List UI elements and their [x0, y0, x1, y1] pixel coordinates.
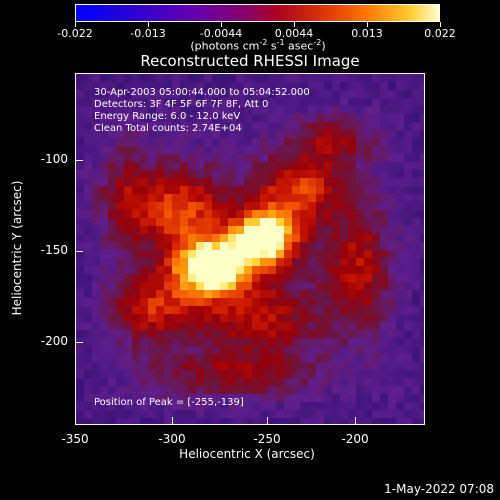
y-tick-mark: [75, 251, 83, 252]
colorbar-tick: [367, 22, 368, 27]
plot-title: Reconstructed RHESSI Image: [140, 52, 360, 70]
colorbar-tick-label: -0.022: [57, 27, 93, 40]
colorbar-tick-label: -0.0044: [199, 27, 243, 40]
x-tick-label: -300: [158, 432, 186, 446]
colorbar-tick: [440, 22, 441, 27]
x-tick-label: -350: [61, 432, 89, 446]
colorbar: [75, 4, 440, 22]
x-tick-mark: [267, 417, 268, 425]
y-tick-label: -150: [40, 243, 68, 257]
x-axis-label: Heliocentric X (arcsec): [179, 447, 315, 461]
peak-position-annotation: Position of Peak = [-255,-139]: [94, 397, 244, 408]
x-tick-label: -250: [253, 432, 281, 446]
x-tick-mark: [355, 417, 356, 425]
detectors-annotation: Detectors: 3F 4F 5F 6F 7F 8F, Att 0: [94, 99, 269, 110]
colorbar-tick-label: 0.013: [351, 27, 383, 40]
colorbar-tick-label: -0.013: [130, 27, 166, 40]
colorbar-tick-label: 0.0044: [274, 27, 314, 40]
energy-annotation: Energy Range: 6.0 - 12.0 keV: [94, 111, 241, 122]
y-tick-label: -200: [40, 334, 68, 348]
x-tick-mark: [75, 417, 76, 425]
colorbar-tick: [75, 22, 76, 27]
x-tick-mark: [172, 417, 173, 425]
y-tick-mark: [75, 160, 83, 161]
time-range-annotation: 30-Apr-2003 05:00:44.000 to 05:04:52.000: [94, 87, 310, 98]
colorbar-units: (photons cm-2 s-1 asec-2): [190, 38, 326, 53]
y-axis-label: Heliocentric Y (arcsec): [10, 180, 24, 316]
heatmap-cells: [76, 74, 424, 424]
y-tick-label: -100: [40, 152, 68, 166]
heatmap-image: [76, 74, 424, 424]
colorbar-tick-label: 0.022: [424, 27, 456, 40]
y-tick-mark: [75, 342, 83, 343]
colorbar-tick: [221, 22, 222, 27]
rhessi-image: 30-Apr-2003 05:00:44.000 to 05:04:52.000…: [75, 73, 425, 425]
colorbar-tick: [294, 22, 295, 27]
timestamp: 1-May-2022 07:08: [384, 482, 494, 496]
x-tick-label: -200: [341, 432, 369, 446]
clean-annotation: Clean Total counts: 2.74E+04: [94, 123, 242, 134]
colorbar-tick: [148, 22, 149, 27]
